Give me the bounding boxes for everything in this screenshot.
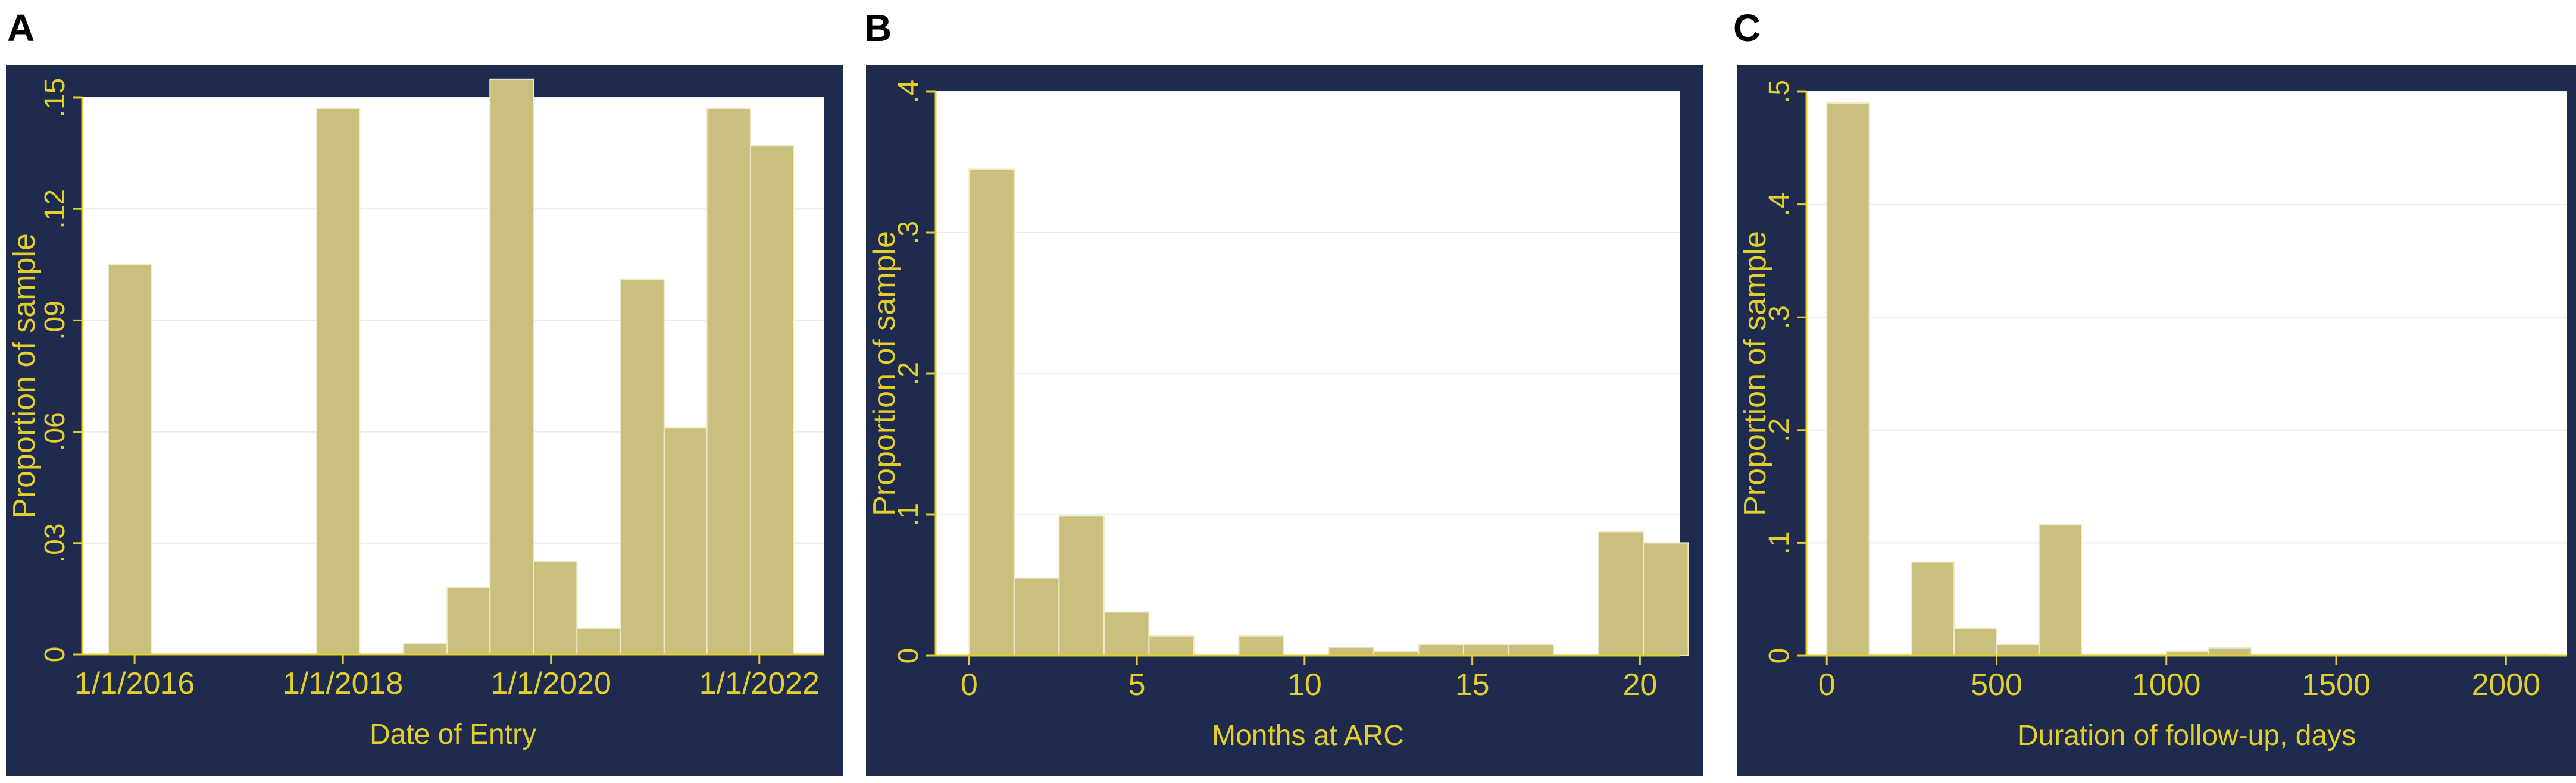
histogram-bar [1148,635,1195,657]
x-tick-label: 1/1/2022 [699,666,820,701]
histogram-bar [108,264,152,655]
histogram-bar [1643,542,1689,657]
x-tick-label: 0 [1818,668,1836,702]
x-tick-label: 10 [1287,668,1322,702]
histogram-bar [1238,635,1284,657]
histogram-bar [968,168,1015,657]
y-tick-label: .5 [1764,80,1795,104]
x-tick-label: 1/1/2020 [491,666,611,701]
panel-label-b: B [864,7,892,49]
x-axis-title: Duration of follow-up, days [2018,720,2356,751]
histogram-bar [706,108,751,656]
panel-label-c: C [1733,7,1761,49]
histogram-panel-a: 0 .03 .06 .09 .12 .15 1/1/2016 1/1/2018 1/1/2020… [6,65,843,776]
x-tick-label: 1/1/2018 [283,666,403,701]
histogram-bar [1953,628,1997,656]
histogram-panel-b: 0 .1 .2 .3 .4 0 5 10 15 20 Months at ARC Proportion… [866,65,1703,776]
histogram-bar [1103,611,1150,657]
y-axis-title: Proportion of sample [7,233,42,519]
x-axis-title: Months at ARC [1212,720,1404,751]
histogram-bar [533,561,578,655]
histogram-bar [489,78,534,656]
x-tick-label: 1/1/2016 [74,666,195,701]
y-tick-label: .3 [1764,305,1795,329]
x-tick-label: 20 [1622,668,1657,702]
histogram-bar [620,278,665,655]
x-tick-label: 5 [1128,668,1146,702]
y-tick-label: 0 [39,647,71,663]
histogram-bar [1013,577,1060,657]
x-tick-label: 500 [1971,668,2022,702]
y-tick-label: .09 [39,300,71,340]
x-tick-label: 0 [961,668,978,702]
histogram-bar [1996,644,2040,656]
y-axis-title: Proportion of sample [867,231,902,516]
histogram-bar [446,587,491,655]
histogram-bar [1508,644,1554,656]
histogram-bar [576,628,621,656]
y-tick-label: .12 [39,189,71,229]
histogram-bar [2038,524,2083,657]
histogram-bar [316,108,361,656]
histogram-bar [1418,644,1464,656]
y-tick-label: .03 [39,523,71,563]
histogram-bar [402,643,448,656]
histogram-panel-c: 0 .1 .2 .3 .4 .5 0 500 1000 1500 2000 Duration of f… [1737,65,2576,776]
y-tick-label: .4 [1764,193,1795,217]
histogram-bar [663,427,708,655]
y-tick-label: .06 [39,412,71,452]
x-axis-title: Date of Entry [370,719,536,750]
panel-label-a: A [7,7,35,49]
x-tick-label: 2000 [2471,668,2540,702]
histogram-bar [749,145,795,655]
y-tick-label: .4 [893,80,924,104]
y-tick-label: .1 [1764,531,1795,555]
y-tick-label: 0 [893,648,924,664]
y-tick-label: 0 [1764,648,1795,664]
histogram-bar [1911,561,1955,657]
y-axis-title: Proportion of sample [1738,231,1772,516]
x-tick-label: 15 [1455,668,1490,702]
x-tick-label: 1500 [2302,668,2371,702]
histogram-bar [1058,515,1105,656]
histogram-bar [1826,102,1870,656]
y-tick-label: .2 [893,362,924,386]
y-tick-label: .1 [893,503,924,527]
x-tick-label: 1000 [2132,668,2201,702]
y-tick-label: .2 [1764,418,1795,442]
histogram-bar [1328,646,1374,657]
histogram-bar [1462,644,1509,656]
y-tick-label: .3 [893,221,924,245]
y-tick-label: .15 [39,78,71,118]
histogram-bar [2208,647,2252,657]
histogram-bar [1598,531,1645,656]
